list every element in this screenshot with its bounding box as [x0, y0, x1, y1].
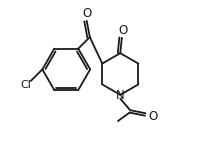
- Text: O: O: [148, 110, 157, 123]
- Text: Cl: Cl: [20, 80, 31, 90]
- Text: O: O: [118, 24, 127, 37]
- Text: O: O: [82, 7, 91, 20]
- Text: N: N: [116, 89, 125, 102]
